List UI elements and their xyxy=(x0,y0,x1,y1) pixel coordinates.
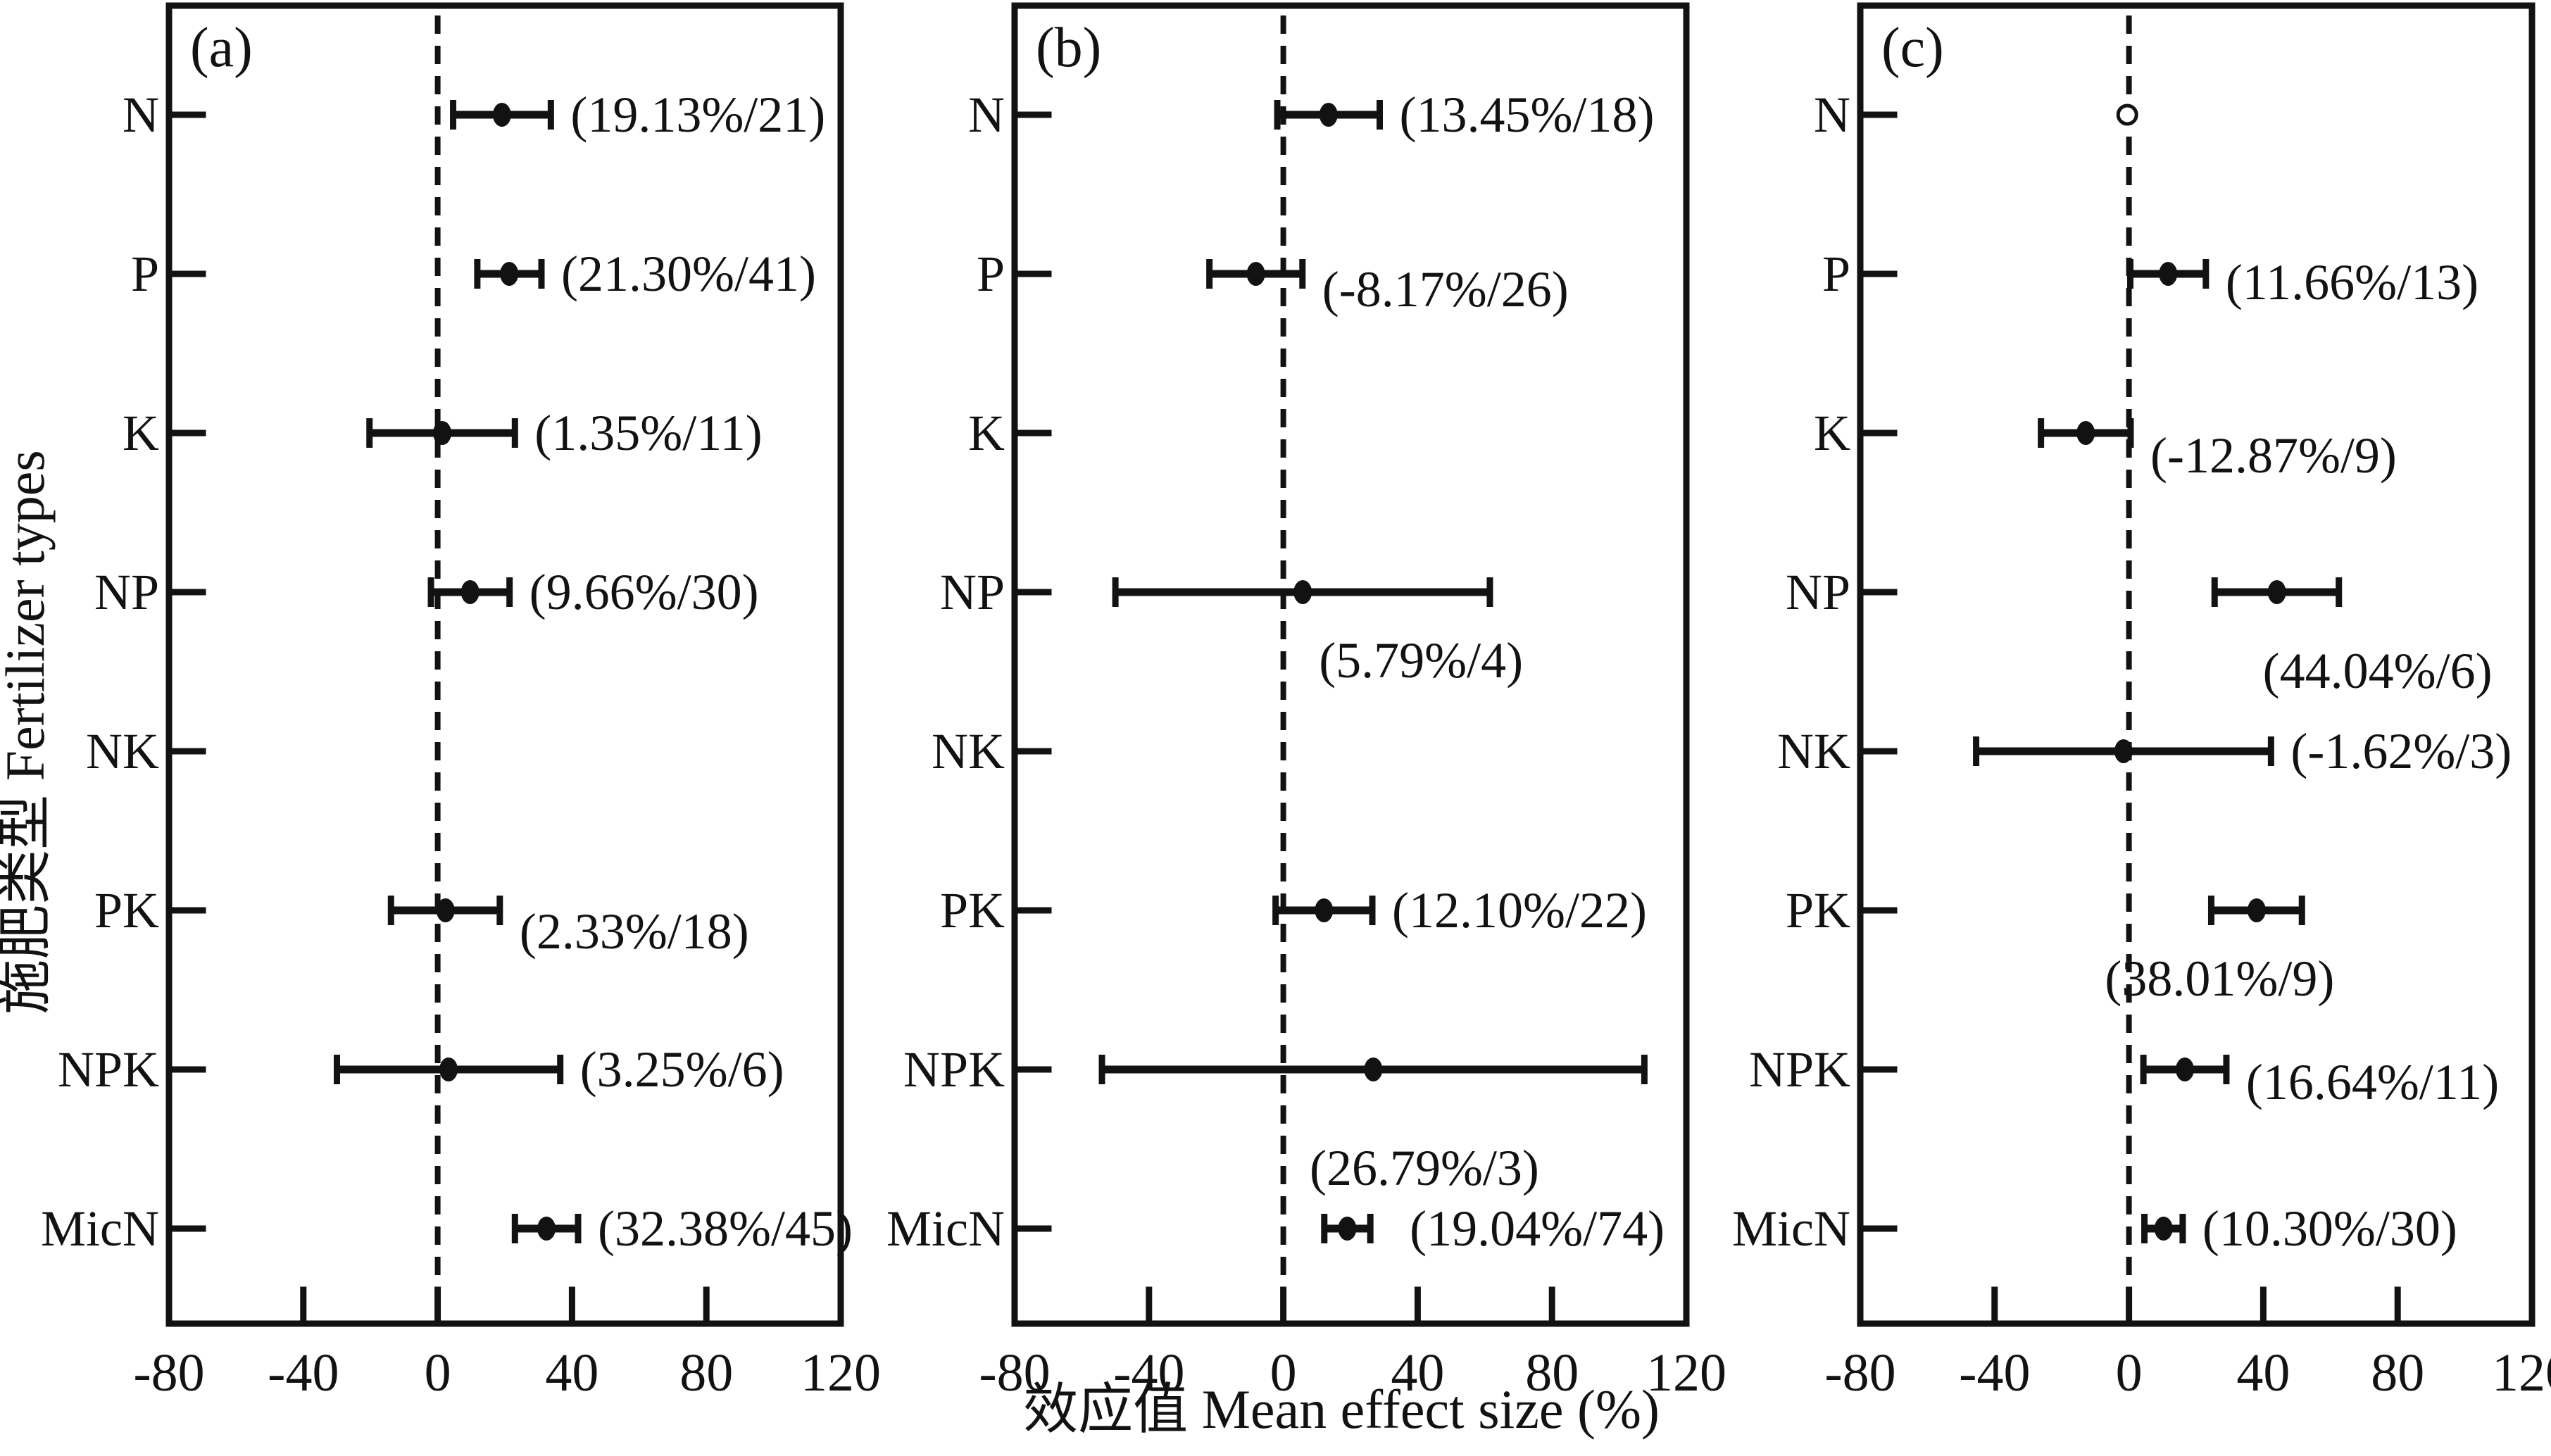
category-label: PK xyxy=(940,882,1005,939)
x-tick-label: 80 xyxy=(2371,1343,2424,1402)
category-label: P xyxy=(977,246,1005,302)
category-label: NPK xyxy=(1749,1041,1850,1098)
mean-marker xyxy=(433,421,452,445)
x-tick-label: 40 xyxy=(545,1343,598,1402)
data-label: (-1.62%/3) xyxy=(2290,723,2512,779)
mean-marker xyxy=(2267,580,2286,604)
mean-marker xyxy=(2114,739,2133,763)
category-label: N xyxy=(968,87,1005,143)
mean-marker xyxy=(460,580,480,604)
x-tick-label: 120 xyxy=(1646,1343,1726,1402)
data-label: (21.30%/41) xyxy=(561,246,816,302)
category-label: MicN xyxy=(41,1200,159,1257)
mean-marker xyxy=(1315,898,1334,922)
plot-box xyxy=(1857,2,2536,1327)
data-label: (44.04%/6) xyxy=(2263,643,2493,699)
mean-marker xyxy=(2154,1217,2173,1241)
data-label: (19.13%/21) xyxy=(570,87,825,143)
data-label: (-12.87%/9) xyxy=(2150,427,2397,484)
x-tick-label: -80 xyxy=(1824,1343,1895,1402)
open-mean-marker xyxy=(2116,103,2138,126)
mean-marker xyxy=(492,103,511,127)
panel-letter: (a) xyxy=(190,17,253,79)
plot-box xyxy=(165,2,844,1327)
mean-marker xyxy=(439,1058,458,1081)
x-tick-label: 120 xyxy=(801,1343,881,1402)
category-label: P xyxy=(1822,246,1850,302)
mean-marker xyxy=(1319,103,1338,127)
data-label: (5.79%/4) xyxy=(1319,632,1523,689)
mean-marker xyxy=(1364,1058,1383,1081)
x-tick-label: -40 xyxy=(1959,1343,2030,1402)
category-label: NP xyxy=(1786,564,1850,620)
category-label: P xyxy=(131,246,159,302)
data-label: (12.10%/22) xyxy=(1392,882,1647,939)
data-label: (11.66%/13) xyxy=(2226,254,2478,310)
mean-marker xyxy=(436,898,455,922)
category-label: MicN xyxy=(886,1200,1005,1257)
x-tick-label: -40 xyxy=(1113,1343,1184,1402)
mean-marker xyxy=(1293,580,1312,604)
category-label: NPK xyxy=(58,1041,159,1098)
x-tick-label: 80 xyxy=(1525,1343,1579,1402)
x-tick-label: 120 xyxy=(2492,1343,2551,1402)
data-label: (13.45%/18) xyxy=(1399,87,1654,143)
panel-letter: (b) xyxy=(1036,17,1101,79)
x-tick-label: 0 xyxy=(2116,1343,2143,1402)
panels-layer: -80 -40 0 40 80 120NPKNPNKPKNPKMicN(a)(19.13%… xyxy=(41,2,2551,1402)
category-label: N xyxy=(123,87,159,143)
data-label: (26.79%/3) xyxy=(1310,1140,1539,1196)
category-label: PK xyxy=(1786,882,1850,939)
x-tick-label: 40 xyxy=(1391,1343,1444,1402)
category-label: NPK xyxy=(903,1041,1005,1098)
category-label: K xyxy=(968,405,1005,461)
y-axis-title: 施肥类型 Fertilizer types xyxy=(0,450,56,1015)
panel-b: -80 -40 0 40 80 120NPKNPNKPKNPKMicN(b)(13.45%… xyxy=(886,2,1726,1402)
mean-marker xyxy=(500,262,519,286)
data-label: (19.04%/74) xyxy=(1410,1200,1665,1257)
data-label: (1.35%/11) xyxy=(534,405,762,461)
category-label: NK xyxy=(932,723,1005,779)
category-label: NP xyxy=(940,564,1005,620)
x-tick-label: 80 xyxy=(679,1343,733,1402)
category-label: N xyxy=(1814,87,1850,143)
panel-a: -80 -40 0 40 80 120NPKNPNKPKNPKMicN(a)(19.13%… xyxy=(41,2,881,1402)
mean-marker xyxy=(537,1217,556,1241)
category-label: MicN xyxy=(1732,1200,1850,1257)
x-tick-label: 0 xyxy=(425,1343,451,1402)
data-label: (9.66%/30) xyxy=(529,564,759,620)
mean-marker xyxy=(2247,898,2266,922)
mean-marker xyxy=(2175,1058,2194,1081)
panel-letter: (c) xyxy=(1881,17,1944,79)
mean-marker xyxy=(1338,1217,1357,1241)
category-label: K xyxy=(123,405,159,461)
category-label: NP xyxy=(94,564,159,620)
data-label: (2.33%/18) xyxy=(520,903,749,960)
data-label: (16.64%/11) xyxy=(2246,1054,2499,1110)
mean-marker xyxy=(2076,421,2095,445)
category-label: NK xyxy=(86,723,159,779)
mean-marker xyxy=(2159,262,2178,286)
data-label: (10.30%/30) xyxy=(2202,1200,2457,1257)
panel-c: -80-4004080120NPKNPNKPKNPKMicN(c)(11.66%… xyxy=(1732,2,2551,1402)
x-tick-label: -40 xyxy=(268,1343,339,1402)
data-label: (32.38%/45) xyxy=(598,1200,853,1257)
category-label: K xyxy=(1814,405,1850,461)
category-label: PK xyxy=(94,882,159,939)
category-label: NK xyxy=(1777,723,1850,779)
plot-box xyxy=(1011,2,1690,1327)
x-tick-label: -80 xyxy=(979,1343,1050,1402)
x-axis-title: 效应值 Mean effect size (%) xyxy=(1023,1379,1660,1440)
x-tick-label: 0 xyxy=(1270,1343,1297,1402)
data-label: (3.25%/6) xyxy=(580,1041,784,1098)
mean-marker xyxy=(1246,262,1265,286)
data-label: (38.01%/9) xyxy=(2105,950,2334,1007)
x-tick-label: 40 xyxy=(2236,1343,2290,1402)
x-tick-label: -80 xyxy=(133,1343,204,1402)
data-label: (-8.17%/26) xyxy=(1322,261,1569,318)
